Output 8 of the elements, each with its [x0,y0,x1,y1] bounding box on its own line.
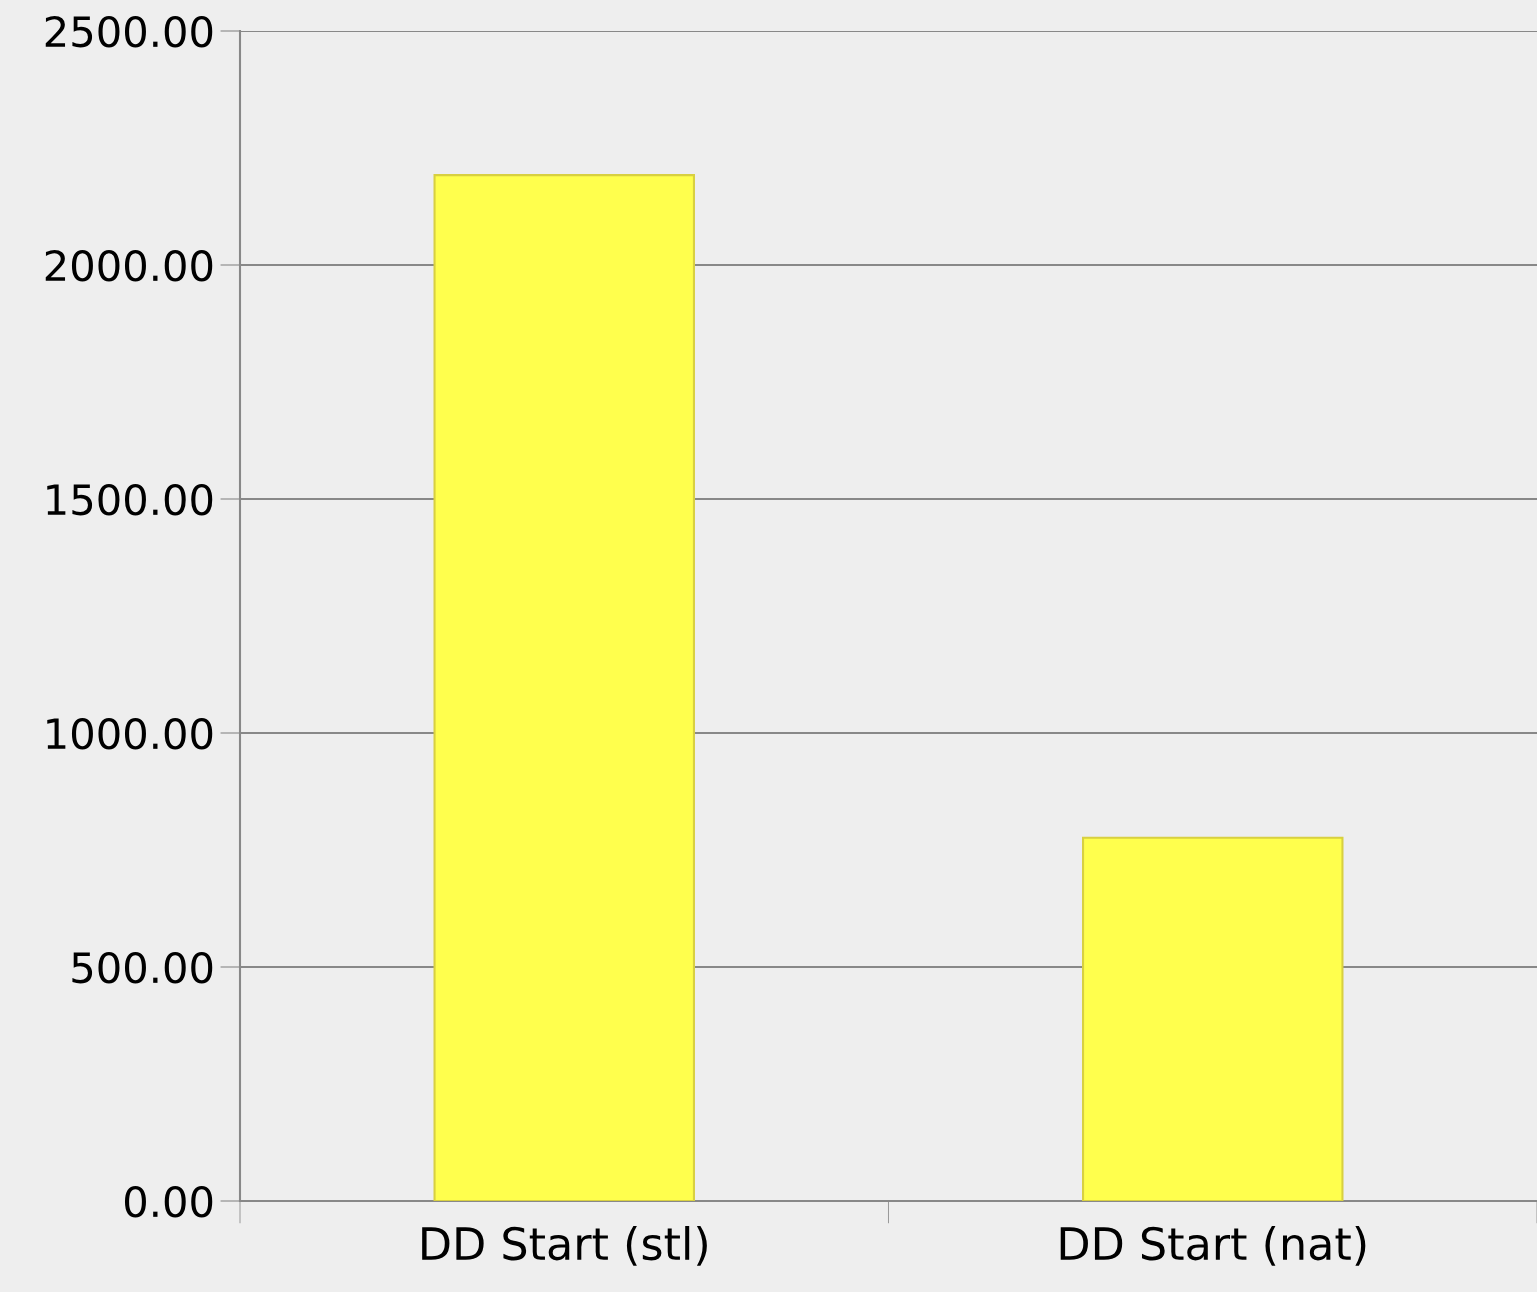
y-tick-label: 0.00 [124,1185,213,1218]
x-tick-label: DD Start (stl) [422,1226,707,1266]
y-tick-label: 2500.00 [45,15,213,48]
y-tick-label: 2000.00 [45,249,213,282]
x-tick-label: DD Start (nat) [1060,1226,1366,1266]
y-tick-label: 1500.00 [47,483,213,516]
y-tick-label: 1000.00 [47,717,213,750]
y-tick-label: 500.00 [72,951,213,984]
